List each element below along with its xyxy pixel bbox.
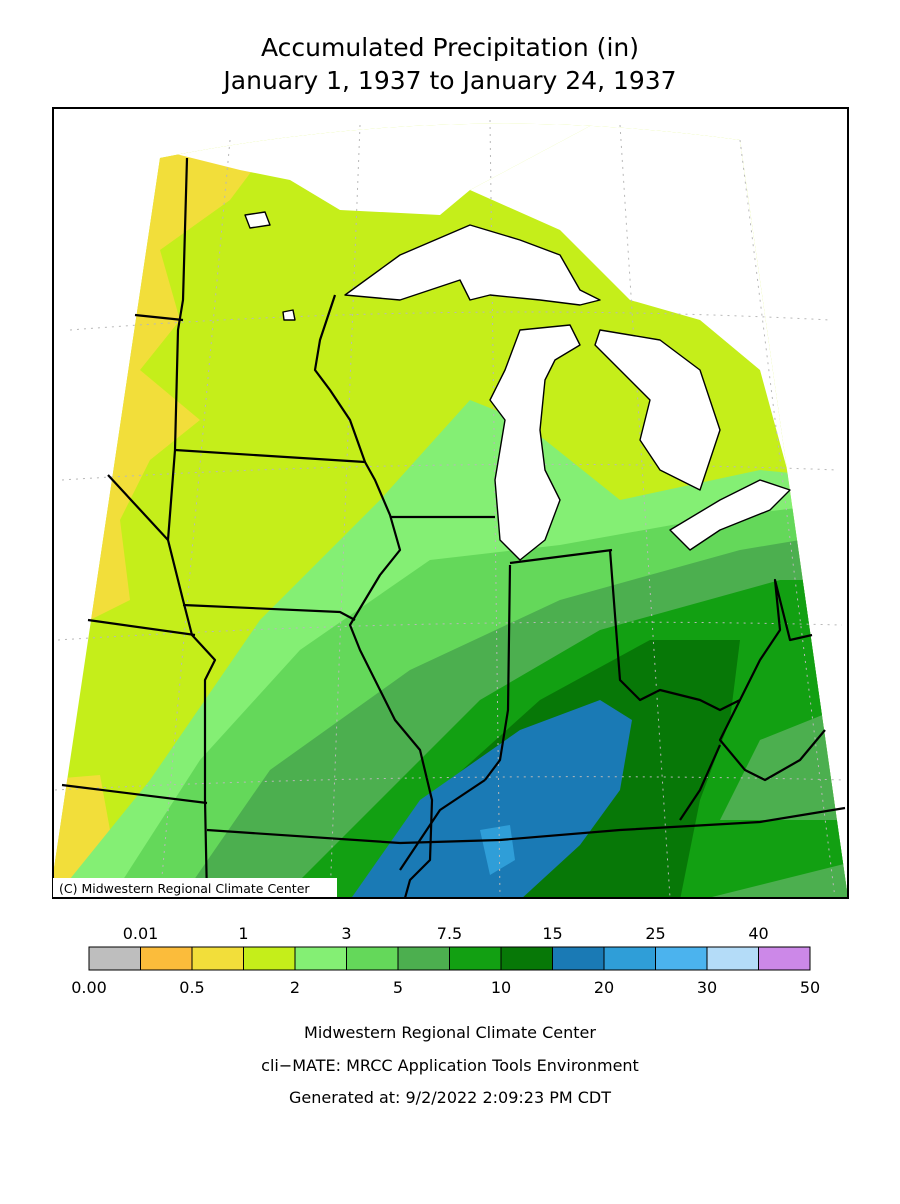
graticule [54, 119, 846, 899]
legend: 0.00 0.01 0.5 1 2 3 5 7.5 10 15 20 25 30 40 50 [71, 924, 820, 997]
state-boundaries [61, 157, 846, 899]
credit-box [53, 878, 337, 897]
footer-line: Generated at: 9/2/2022 2:09:23 PM CDT [289, 1088, 611, 1107]
footer-line: cli−MATE: MRCC Application Tools Environ… [261, 1056, 639, 1075]
legend-label: 7.5 [437, 924, 462, 943]
legend-swatch [449, 946, 502, 971]
map-credit: (C) Midwestern Regional Climate Center [59, 881, 310, 896]
legend-label: 40 [748, 924, 768, 943]
legend-swatch [88, 946, 141, 971]
legend-label: 0.01 [123, 924, 159, 943]
legend-label: 0.00 [71, 978, 107, 997]
legend-swatch [758, 946, 811, 971]
legend-label: 25 [645, 924, 665, 943]
legend-swatch [500, 946, 553, 971]
map-frame [52, 107, 849, 899]
lakes [244, 211, 791, 561]
legend-label: 20 [594, 978, 614, 997]
legend-swatch [603, 946, 656, 971]
footer-line: Midwestern Regional Climate Center [304, 1023, 596, 1042]
legend-swatch [191, 946, 244, 971]
legend-swatch [655, 946, 708, 971]
legend-label: 1 [238, 924, 248, 943]
legend-label: 50 [800, 978, 820, 997]
legend-swatch [294, 946, 347, 971]
legend-swatch [140, 946, 193, 971]
title-line: January 1, 1937 to January 24, 1937 [221, 66, 676, 95]
legend-swatch [346, 946, 399, 971]
legend-label: 30 [697, 978, 717, 997]
legend-swatch [552, 946, 605, 971]
legend-label: 5 [393, 978, 403, 997]
legend-label: 2 [290, 978, 300, 997]
title-line: Accumulated Precipitation (in) [261, 33, 639, 62]
legend-swatch [397, 946, 450, 971]
legend-swatch [706, 946, 759, 971]
legend-label: 3 [341, 924, 351, 943]
legend-label: 10 [491, 978, 511, 997]
map: (C) Midwestern Regional Climate Center [52, 107, 849, 899]
legend-label: 0.5 [179, 978, 204, 997]
legend-label: 15 [542, 924, 562, 943]
legend-swatch [243, 946, 296, 971]
